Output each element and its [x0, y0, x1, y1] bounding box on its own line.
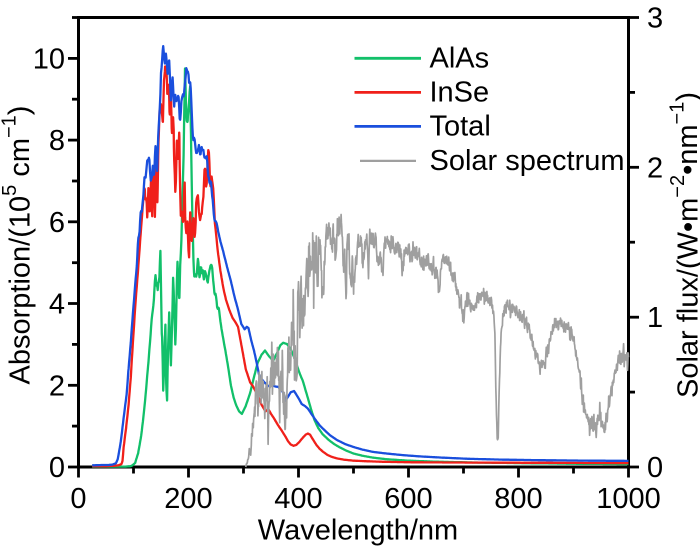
- svg-text:6: 6: [49, 207, 65, 239]
- svg-text:Absorption/(105 cm−1): Absorption/(105 cm−1): [0, 106, 37, 385]
- svg-text:2: 2: [647, 152, 663, 184]
- svg-text:Solar flux/(W•m−2•nm−1): Solar flux/(W•m−2•nm−1): [667, 92, 700, 398]
- svg-text:4: 4: [49, 289, 65, 321]
- svg-text:200: 200: [164, 483, 212, 515]
- svg-text:1000: 1000: [596, 483, 661, 515]
- svg-text:0: 0: [49, 452, 65, 484]
- svg-text:Solar spectrum: Solar spectrum: [430, 145, 625, 177]
- svg-text:AlAs: AlAs: [430, 43, 490, 75]
- svg-text:8: 8: [49, 125, 65, 157]
- svg-text:InSe: InSe: [430, 77, 490, 109]
- svg-text:1: 1: [647, 302, 663, 334]
- svg-text:Total: Total: [430, 111, 491, 143]
- svg-text:Wavelength/nm: Wavelength/nm: [258, 515, 458, 547]
- svg-text:3: 3: [647, 3, 663, 35]
- svg-text:400: 400: [274, 483, 322, 515]
- svg-text:10: 10: [33, 43, 65, 75]
- svg-text:0: 0: [647, 452, 663, 484]
- svg-text:600: 600: [384, 483, 432, 515]
- svg-text:800: 800: [494, 483, 542, 515]
- svg-text:0: 0: [70, 483, 86, 515]
- svg-text:2: 2: [49, 370, 65, 402]
